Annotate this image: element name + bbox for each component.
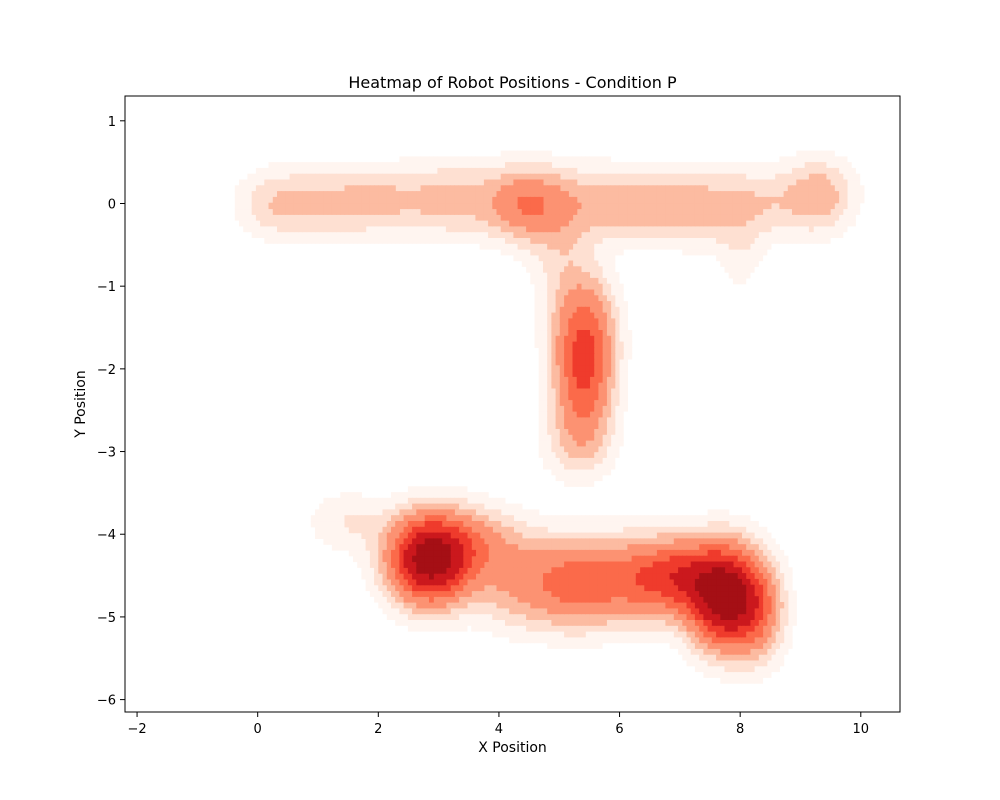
x-tick-label: 4 <box>495 722 503 737</box>
density-level-3 <box>268 173 840 661</box>
density-level-5 <box>391 196 772 644</box>
chart-title: Heatmap of Robot Positions - Condition P <box>348 73 677 92</box>
y-tick-label: −4 <box>97 528 116 543</box>
x-tick-label: 6 <box>615 722 623 737</box>
x-axis-label: X Position <box>478 740 547 756</box>
x-tick-label: 0 <box>254 722 262 737</box>
density-level-4 <box>382 179 776 655</box>
density-level-6 <box>399 330 764 638</box>
x-tick-label: −2 <box>127 722 146 737</box>
y-tick-label: −5 <box>97 611 116 626</box>
density-level-1 <box>234 150 865 684</box>
y-tick-label: −3 <box>97 446 116 461</box>
y-tick-label: −6 <box>97 694 116 709</box>
y-tick-label: 1 <box>108 115 116 130</box>
x-tick-label: 10 <box>853 722 870 737</box>
y-tick-label: −2 <box>97 363 116 378</box>
density-level-7 <box>403 532 759 632</box>
y-axis-ticks: 1 0 −1 −2 −3 −4 −5 −6 <box>97 115 125 709</box>
y-axis-label: Y Position <box>73 370 89 439</box>
x-tick-label: 2 <box>374 722 382 737</box>
density-contours <box>234 150 865 684</box>
y-tick-label: −1 <box>97 280 116 295</box>
density-level-2 <box>251 162 848 673</box>
density-level-8 <box>412 538 747 620</box>
x-axis-ticks: −2 0 2 4 6 8 10 <box>127 712 869 737</box>
y-tick-label: 0 <box>108 197 116 212</box>
plot-frame <box>124 95 901 713</box>
x-tick-label: 8 <box>736 722 744 737</box>
